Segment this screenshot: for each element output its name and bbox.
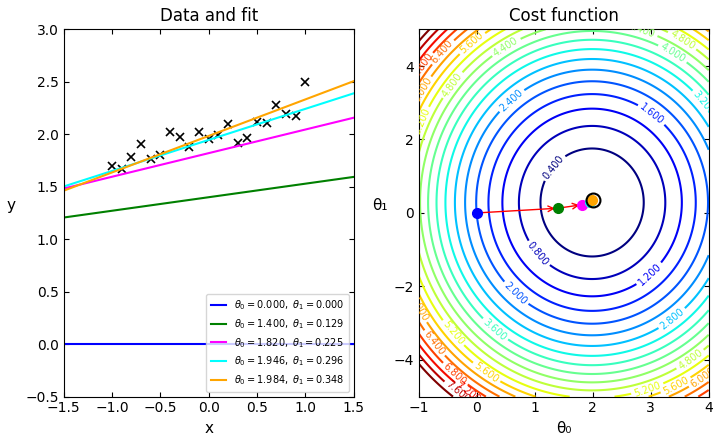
X-axis label: x: x: [204, 421, 213, 436]
Text: 5.600: 5.600: [458, 30, 485, 56]
Text: 5.200: 5.200: [633, 380, 662, 399]
Text: 2.800: 2.800: [658, 306, 686, 331]
Text: 6.000: 6.000: [408, 294, 430, 323]
Text: 6.800: 6.800: [441, 361, 469, 387]
Text: 6.000: 6.000: [411, 76, 433, 105]
Text: 5.200: 5.200: [441, 319, 466, 347]
Text: 4.400: 4.400: [627, 21, 657, 40]
Text: 4.000: 4.000: [659, 42, 687, 65]
Text: 4.800: 4.800: [668, 28, 697, 52]
Text: 1.200: 1.200: [636, 261, 663, 288]
Title: Cost function: Cost function: [509, 7, 618, 25]
X-axis label: θ₀: θ₀: [556, 421, 572, 436]
Title: Data and fit: Data and fit: [160, 7, 258, 25]
Text: 7.600: 7.600: [444, 379, 471, 405]
Text: 2.400: 2.400: [498, 87, 525, 113]
Text: 3.600: 3.600: [482, 317, 508, 342]
Text: 6.400: 6.400: [430, 39, 455, 66]
Text: 3.200: 3.200: [691, 89, 716, 117]
Text: 6.000: 6.000: [689, 366, 717, 390]
Text: 4.800: 4.800: [677, 348, 705, 372]
Text: 5.600: 5.600: [472, 361, 500, 385]
Text: 1.600: 1.600: [638, 101, 666, 126]
Legend: $\theta_0 = 0.000,\ \theta_1 = 0.000$, $\theta_0 = 1.400,\ \theta_1 = 0.129$, $\: $\theta_0 = 0.000,\ \theta_1 = 0.000$, $…: [207, 294, 349, 392]
Y-axis label: θ₁: θ₁: [372, 198, 387, 213]
Text: 4.400: 4.400: [492, 35, 521, 58]
Text: 6.400: 6.400: [422, 329, 446, 357]
Text: 6.800: 6.800: [411, 51, 435, 80]
Text: 4.800: 4.800: [440, 71, 464, 99]
Text: 2.000: 2.000: [502, 280, 529, 307]
Text: 0.800: 0.800: [526, 240, 551, 268]
Y-axis label: y: y: [7, 198, 16, 213]
Text: 0.400: 0.400: [541, 153, 565, 181]
Text: 7.200: 7.200: [454, 380, 482, 405]
Text: 5.200: 5.200: [412, 107, 432, 136]
Text: 5.600: 5.600: [662, 375, 690, 396]
